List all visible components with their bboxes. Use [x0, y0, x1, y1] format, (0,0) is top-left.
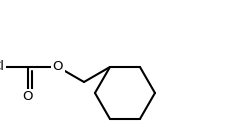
Text: Cl: Cl	[0, 60, 4, 74]
Text: O: O	[23, 90, 33, 103]
Text: O: O	[52, 60, 63, 74]
